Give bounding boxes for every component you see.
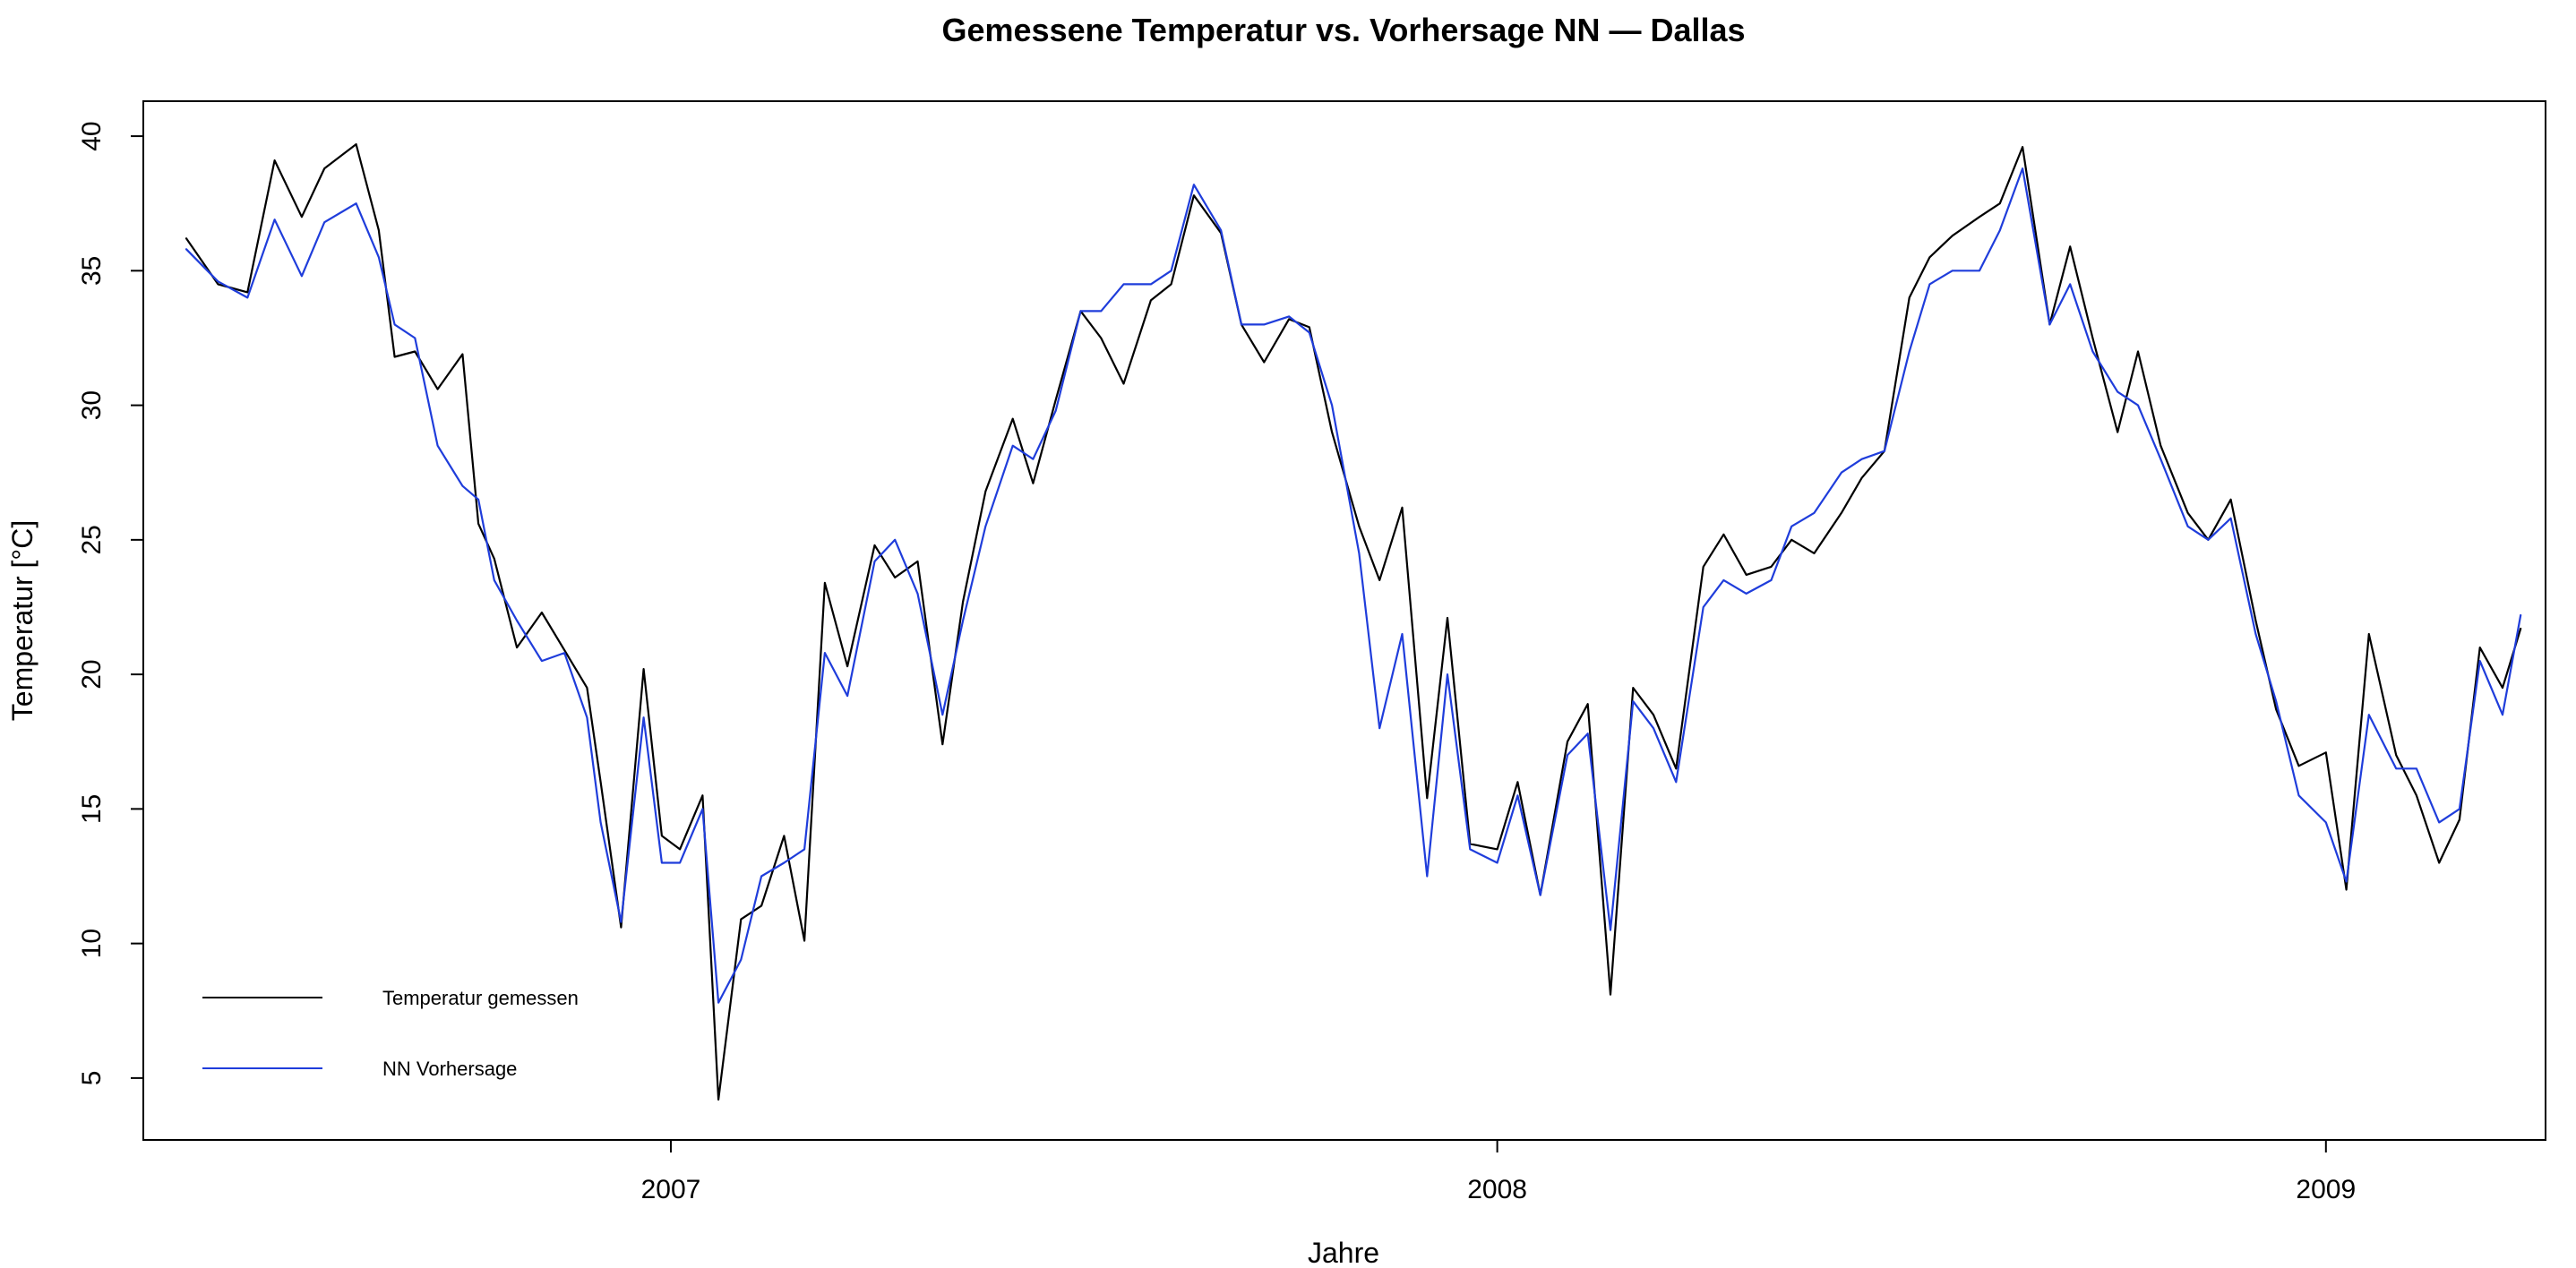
series-line-measured (185, 143, 2522, 1101)
y-tick-label: 15 (77, 794, 107, 824)
legend: Temperatur gemessen NN Vorhersage (202, 987, 579, 1080)
legend-label-nn: NN Vorhersage (382, 1058, 517, 1080)
y-tick-label: 10 (77, 929, 107, 958)
series-line-nn (185, 167, 2522, 1004)
x-tick-label: 2008 (1467, 1175, 1527, 1204)
y-tick-label: 25 (77, 525, 107, 554)
y-tick-label: 40 (77, 121, 107, 150)
plot-frame (142, 100, 2546, 1141)
y-tick-label: 35 (77, 256, 107, 286)
x-tick-label: 2007 (641, 1175, 701, 1204)
chart-title: Gemessene Temperatur vs. Vorhersage NN —… (941, 12, 1745, 48)
legend-label-measured: Temperatur gemessen (382, 987, 579, 1009)
y-axis: 5 10 15 20 25 30 35 40 (77, 121, 144, 1086)
y-tick-label: 5 (77, 1071, 107, 1086)
y-tick-label: 20 (77, 659, 107, 689)
x-axis-label: Jahre (1308, 1237, 1379, 1268)
y-tick-label: 30 (77, 390, 107, 420)
x-tick-label: 2009 (2296, 1175, 2356, 1204)
x-axis: 2007 2008 2009 (641, 1139, 2356, 1204)
series-layer (185, 143, 2522, 1101)
y-axis-label: Temperatur [°C] (6, 520, 39, 721)
